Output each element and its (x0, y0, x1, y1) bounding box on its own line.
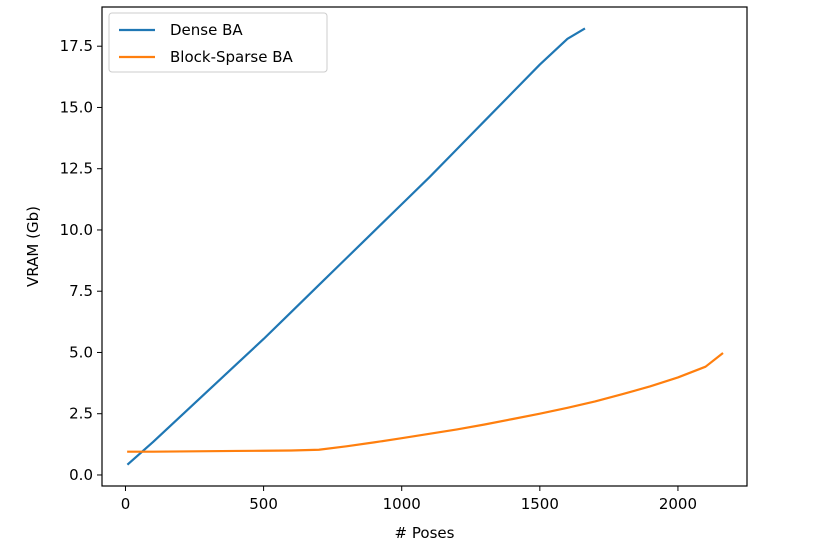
plot-frame (101, 6, 748, 487)
y-tick-label: 7.5 (69, 282, 93, 300)
y-tick-label: 10.0 (60, 221, 93, 239)
y-axis-label: VRAM (Gb) (24, 206, 42, 287)
plot-lines (126, 27, 724, 466)
x-tick-label: 500 (249, 495, 278, 513)
x-tick-label: 2000 (659, 495, 697, 513)
x-axis-label: # Poses (395, 524, 455, 542)
x-tick-label: 0 (121, 495, 131, 513)
series-line-dense-ba (126, 27, 586, 466)
y-tick-label: 12.5 (60, 160, 93, 178)
y-tick-label: 17.5 (60, 37, 93, 55)
y-tick-label: 5.0 (69, 343, 93, 361)
y-tick-label: 15.0 (60, 98, 93, 116)
y-tick-label: 2.5 (69, 405, 93, 423)
y-tick-label: 0.0 (69, 466, 93, 484)
legend-label-dense-ba: Dense BA (170, 21, 243, 39)
legend-box (108, 12, 328, 73)
series-line-block-sparse-ba (127, 352, 724, 453)
x-tick-label: 1000 (383, 495, 421, 513)
legend-label-block-sparse-ba: Block-Sparse BA (170, 48, 293, 66)
x-tick-label: 1500 (521, 495, 559, 513)
legend: Dense BA Block-Sparse BA (108, 12, 328, 73)
y-axis: 0.0 2.5 5.0 7.5 10.0 12.5 15.0 17.5 (60, 37, 102, 484)
x-axis: 0 500 1000 1500 2000 (121, 486, 697, 513)
